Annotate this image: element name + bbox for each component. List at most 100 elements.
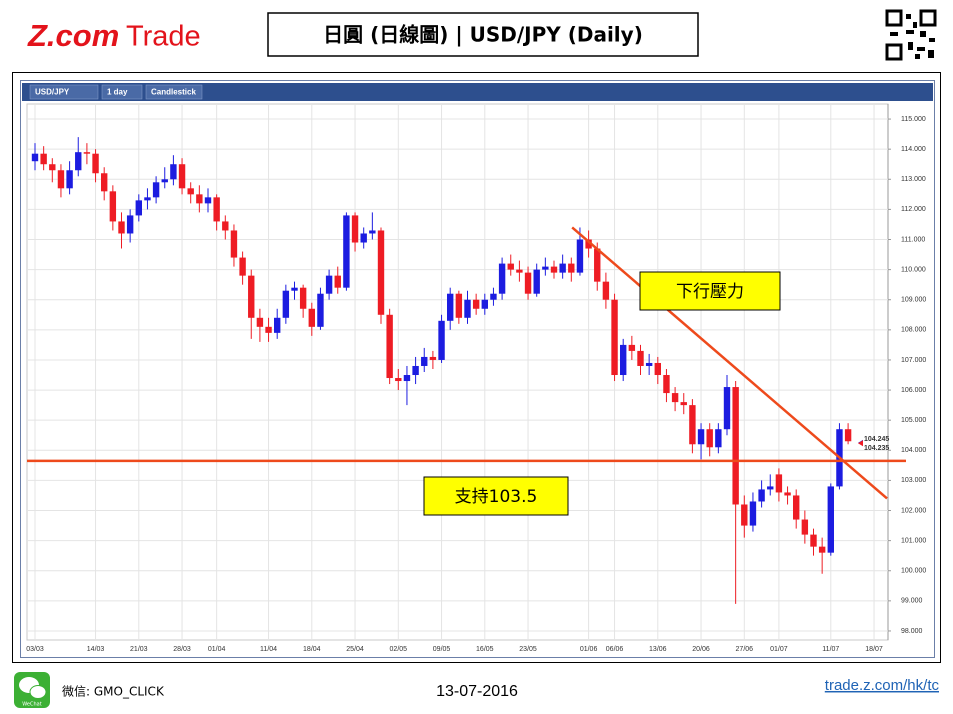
candle-body	[265, 326, 272, 333]
candle-body	[248, 275, 255, 318]
x-tick-label: 18/07	[865, 646, 883, 653]
candle-body	[213, 197, 220, 222]
candle-body	[83, 152, 91, 154]
y-tick-label: 102.000	[901, 507, 926, 514]
last-price-marker	[858, 440, 863, 447]
candle-body	[144, 197, 151, 201]
x-tick-label: 20/06	[692, 646, 710, 653]
y-tick-label: 101.000	[901, 537, 926, 544]
x-tick-label: 09/05	[433, 646, 451, 653]
candle-body	[403, 375, 411, 382]
candle-body	[663, 375, 670, 394]
candle-body	[594, 248, 601, 282]
x-tick-label: 13/06	[649, 646, 667, 653]
annotation-label: 下行壓力	[676, 282, 744, 302]
y-tick-label: 115.000	[901, 116, 926, 123]
candle-body	[767, 486, 774, 490]
candle-body	[706, 429, 713, 448]
candle-body	[230, 230, 238, 258]
y-tick-label: 105.000	[901, 417, 926, 424]
candle-body	[274, 317, 281, 333]
y-tick-label: 114.000	[901, 146, 926, 153]
toolbar-tab	[29, 84, 99, 100]
candle-body	[109, 191, 117, 222]
annotation-box	[639, 271, 781, 311]
candle-body	[827, 486, 834, 553]
x-tick-label: 01/04	[208, 646, 226, 653]
x-tick-label: 11/04	[260, 646, 277, 653]
candle-body	[741, 504, 748, 526]
chart-title: 日圓 (日線圖) | USD/JPY (Daily)	[323, 23, 643, 47]
candle-body	[49, 164, 56, 171]
candle-body	[351, 215, 359, 243]
candle-body	[152, 182, 160, 198]
y-tick-label: 107.000	[901, 357, 926, 364]
candle-body	[568, 263, 575, 273]
candle-body	[723, 387, 731, 430]
x-tick-label: 18/04	[303, 646, 321, 653]
candle-body	[282, 290, 290, 318]
candle-body	[732, 387, 739, 505]
candle-body	[490, 293, 497, 300]
wechat-bubble	[29, 685, 47, 699]
toolbar-tab	[101, 84, 143, 100]
logo-brand: Z.com	[27, 18, 119, 53]
qr-code	[885, 9, 937, 61]
url-link[interactable]: trade.z.com/hk/tc	[825, 677, 940, 694]
candle-body	[239, 257, 246, 276]
toolbar-tab	[145, 84, 203, 100]
candle-body	[542, 266, 549, 270]
candle-body	[429, 356, 437, 360]
candle-body	[395, 378, 402, 382]
candle-body	[637, 350, 644, 366]
candle-body	[801, 519, 809, 535]
candle-body	[343, 215, 350, 288]
candle-body	[92, 153, 99, 174]
toolbar-tab-label: Candlestick	[151, 88, 196, 97]
candle-body	[697, 429, 705, 445]
candle-body	[135, 200, 142, 216]
candle-body	[334, 275, 341, 288]
candle-body	[325, 275, 333, 294]
candle-body	[628, 344, 636, 351]
x-tick-label: 14/03	[87, 646, 105, 653]
candle-body	[178, 164, 186, 189]
candle-body	[472, 299, 480, 309]
candle-body	[75, 152, 82, 171]
y-tick-label: 106.000	[901, 387, 926, 394]
y-tick-label: 98.000	[901, 628, 923, 635]
x-tick-label: 02/05	[390, 646, 408, 653]
x-tick-label: 25/04	[346, 646, 364, 653]
candle-body	[31, 153, 39, 162]
candle-body	[308, 308, 315, 327]
candle-body	[654, 362, 661, 376]
x-tick-label: 28/03	[173, 646, 191, 653]
candle-body	[576, 239, 584, 273]
candle-body	[680, 402, 687, 406]
y-tick-label: 100.000	[901, 568, 926, 575]
candle-body	[299, 287, 307, 309]
candle-body	[818, 546, 826, 553]
candle-body	[447, 293, 454, 321]
candle-body	[118, 221, 125, 234]
candle-body	[101, 173, 108, 192]
candle-body	[421, 356, 428, 366]
x-tick-label: 27/06	[736, 646, 754, 653]
wechat-id: 微信: GMO_CLICK	[62, 685, 165, 699]
x-tick-label: 03/03	[26, 646, 44, 653]
resistance-line	[571, 226, 888, 500]
x-tick-label: 16/05	[476, 646, 494, 653]
candle-body	[291, 287, 298, 291]
candle-body	[126, 215, 134, 234]
candle-body	[758, 489, 765, 502]
last-price-label: 104.245	[864, 436, 889, 443]
candle-body	[464, 299, 471, 318]
title-box	[267, 12, 699, 57]
candle-body	[66, 170, 73, 189]
toolbar	[22, 83, 933, 101]
candle-body	[749, 501, 757, 526]
toolbar-tab-label: 1 day	[107, 88, 128, 97]
y-tick-label: 111.000	[901, 236, 925, 243]
candle-body	[498, 263, 506, 294]
